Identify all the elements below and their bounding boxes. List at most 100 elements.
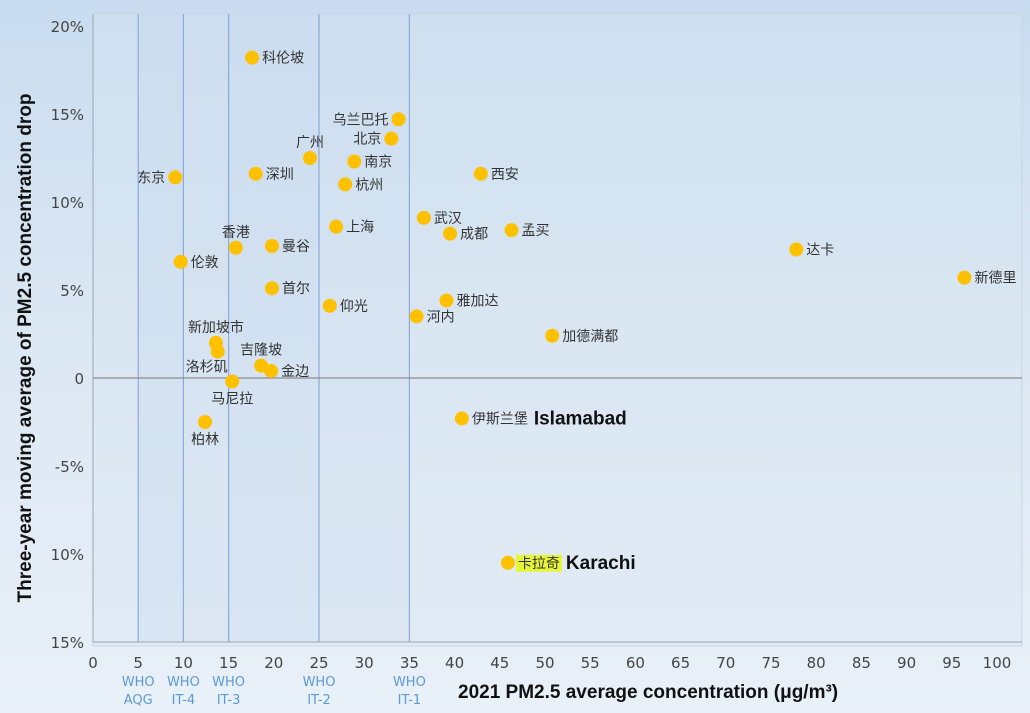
point-label: 达卡	[806, 243, 834, 259]
x-tick-label: 80	[807, 654, 826, 672]
who-label: AQG	[124, 693, 153, 708]
point-label: 杭州	[355, 177, 383, 193]
data-point	[228, 240, 243, 255]
who-label: IT-2	[307, 693, 331, 708]
point-label: 伊斯兰堡	[472, 411, 528, 427]
y-tick-label: 20%	[51, 18, 84, 36]
x-tick-label: 85	[852, 654, 871, 672]
x-tick-label: 65	[671, 654, 690, 672]
data-point	[168, 170, 183, 185]
point-label-english: Karachi	[566, 553, 636, 574]
point-label: 吉隆坡	[240, 343, 282, 359]
who-band	[183, 14, 229, 642]
point-label: 伦敦	[191, 255, 219, 271]
x-tick-label: 35	[400, 654, 419, 672]
point-label: 新加坡市	[188, 319, 244, 336]
point-label: 香港	[222, 225, 250, 241]
point-label: 乌兰巴托	[333, 112, 389, 128]
point-label: 曼谷	[282, 239, 310, 255]
y-tick-label: -5%	[55, 458, 84, 476]
x-axis-title: 2021 PM2.5 average concentration (μg/m³)	[458, 682, 839, 703]
data-point	[248, 166, 263, 181]
label-highlight	[515, 554, 562, 572]
y-tick-label: 15%	[51, 634, 84, 652]
point-label: 洛杉矶	[186, 360, 228, 376]
data-point	[545, 328, 560, 343]
point-label: 卡拉奇	[518, 555, 560, 572]
x-tick-label: 75	[761, 654, 780, 672]
y-tick-label: 0	[74, 370, 84, 388]
point-label: 孟买	[522, 223, 550, 239]
point-label: 加德满都	[562, 329, 618, 345]
point-label: 河内	[427, 309, 455, 325]
x-tick-label: 30	[355, 654, 374, 672]
data-point	[338, 177, 353, 192]
who-band	[228, 14, 319, 642]
data-point	[302, 151, 317, 165]
data-point	[264, 239, 279, 253]
data-point	[173, 254, 188, 269]
point-label: 南京	[364, 155, 392, 171]
y-tick-label: 10%	[51, 194, 84, 212]
data-point	[329, 219, 344, 234]
data-point	[504, 223, 519, 238]
point-label: 柏林	[191, 432, 219, 448]
x-tick-label: 15	[219, 654, 238, 672]
point-label: 深圳	[266, 167, 294, 183]
data-point	[443, 226, 458, 241]
point-label: 新德里	[974, 271, 1016, 287]
y-tick-label: 10%	[51, 546, 84, 564]
who-label: WHO	[393, 675, 426, 690]
x-tick-label: 0	[88, 654, 98, 672]
point-label: 成都	[460, 227, 488, 243]
data-point	[454, 411, 469, 426]
who-label: IT-4	[172, 693, 196, 708]
who-label: IT-3	[217, 693, 241, 708]
who-band	[138, 14, 184, 642]
point-label: 西安	[491, 167, 519, 183]
data-point	[264, 281, 279, 296]
data-point	[264, 363, 279, 378]
who-label: WHO	[122, 675, 155, 690]
point-label: 科伦坡	[262, 51, 304, 67]
point-label-english: Islamabad	[534, 408, 627, 429]
x-tick-label: 55	[581, 654, 600, 672]
x-tick-label: 40	[445, 654, 464, 672]
point-label: 马尼拉	[211, 392, 253, 408]
who-label: WHO	[303, 675, 336, 690]
point-label: 东京	[137, 170, 165, 186]
x-tick-label: 5	[133, 654, 143, 672]
x-tick-label: 50	[535, 654, 554, 672]
who-label: WHO	[212, 675, 245, 690]
plot-area	[92, 13, 1023, 647]
x-tick-label: 90	[897, 654, 916, 672]
x-tick-label: 70	[716, 654, 735, 672]
who-label: IT-1	[398, 693, 422, 708]
who-label: WHO	[167, 675, 200, 690]
data-point	[225, 374, 240, 389]
point-label: 广州	[296, 135, 324, 151]
x-tick-label: 95	[942, 654, 961, 672]
x-tick-label: 20	[264, 654, 283, 672]
data-point	[198, 415, 213, 429]
x-tick-label: 10	[174, 654, 193, 672]
data-point	[391, 112, 406, 127]
data-point	[384, 131, 399, 146]
data-point	[439, 293, 454, 308]
data-point	[347, 154, 362, 169]
x-tick-label: 45	[490, 654, 509, 672]
x-tick-label: 60	[626, 654, 645, 672]
data-point	[957, 270, 972, 285]
point-label: 武汉	[434, 211, 462, 227]
data-point	[500, 555, 515, 570]
data-point	[473, 166, 488, 181]
point-label: 首尔	[282, 281, 310, 297]
x-tick-label: 100	[983, 654, 1012, 672]
point-label: 仰光	[340, 299, 368, 315]
who-band	[319, 14, 410, 642]
data-point	[322, 298, 337, 313]
point-label: 金边	[281, 364, 309, 380]
y-tick-label: 5%	[60, 282, 84, 300]
